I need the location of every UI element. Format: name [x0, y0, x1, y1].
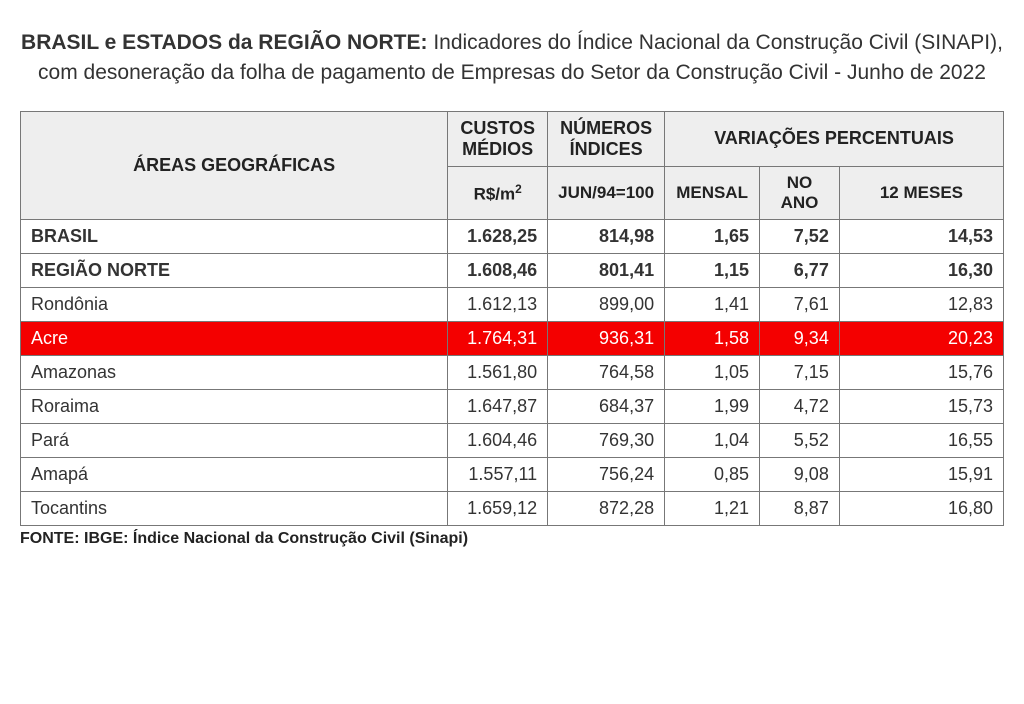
table-row: Acre1.764,31936,311,589,3420,23 — [21, 321, 1004, 355]
cell-var-mensal: 1,58 — [665, 321, 760, 355]
cell-custos-medios: 1.612,13 — [448, 287, 548, 321]
cell-var-12-meses: 16,80 — [839, 491, 1003, 525]
cell-numeros-indices: 769,30 — [548, 423, 665, 457]
cell-var-no-ano: 7,15 — [760, 355, 840, 389]
th-numeros-sub: JUN/94=100 — [548, 166, 665, 219]
cell-var-mensal: 1,65 — [665, 219, 760, 253]
cell-var-mensal: 1,15 — [665, 253, 760, 287]
cell-custos-medios: 1.557,11 — [448, 457, 548, 491]
th-custos-sub: R$/m2 — [448, 166, 548, 219]
cell-var-12-meses: 15,76 — [839, 355, 1003, 389]
cell-var-mensal: 1,04 — [665, 423, 760, 457]
th-custos: CUSTOS MÉDIOS — [448, 111, 548, 166]
cell-var-mensal: 1,05 — [665, 355, 760, 389]
table-row: Rondônia1.612,13899,001,417,6112,83 — [21, 287, 1004, 321]
cell-var-no-ano: 6,77 — [760, 253, 840, 287]
cell-numeros-indices: 814,98 — [548, 219, 665, 253]
cell-area: Pará — [21, 423, 448, 457]
table-row: Amazonas1.561,80764,581,057,1515,76 — [21, 355, 1004, 389]
th-numeros: NÚMEROS ÍNDICES — [548, 111, 665, 166]
cell-var-no-ano: 7,61 — [760, 287, 840, 321]
cell-custos-medios: 1.764,31 — [448, 321, 548, 355]
table-row: Amapá1.557,11756,240,859,0815,91 — [21, 457, 1004, 491]
th-areas: ÁREAS GEOGRÁFICAS — [21, 111, 448, 219]
cell-area: Rondônia — [21, 287, 448, 321]
cell-numeros-indices: 899,00 — [548, 287, 665, 321]
cell-var-no-ano: 9,08 — [760, 457, 840, 491]
cell-area: Roraima — [21, 389, 448, 423]
cell-area: Acre — [21, 321, 448, 355]
cell-var-mensal: 1,41 — [665, 287, 760, 321]
cell-var-12-meses: 12,83 — [839, 287, 1003, 321]
cell-numeros-indices: 936,31 — [548, 321, 665, 355]
th-mensal: MENSAL — [665, 166, 760, 219]
cell-numeros-indices: 872,28 — [548, 491, 665, 525]
cell-area: REGIÃO NORTE — [21, 253, 448, 287]
cell-custos-medios: 1.561,80 — [448, 355, 548, 389]
cell-var-12-meses: 15,73 — [839, 389, 1003, 423]
cell-var-mensal: 1,99 — [665, 389, 760, 423]
cell-numeros-indices: 684,37 — [548, 389, 665, 423]
cell-var-12-meses: 20,23 — [839, 321, 1003, 355]
cell-var-mensal: 1,21 — [665, 491, 760, 525]
cell-numeros-indices: 756,24 — [548, 457, 665, 491]
table-row: Tocantins1.659,12872,281,218,8716,80 — [21, 491, 1004, 525]
cell-var-no-ano: 5,52 — [760, 423, 840, 457]
th-variacoes: VARIAÇÕES PERCENTUAIS — [665, 111, 1004, 166]
cell-numeros-indices: 764,58 — [548, 355, 665, 389]
th-12meses: 12 MESES — [839, 166, 1003, 219]
cell-custos-medios: 1.628,25 — [448, 219, 548, 253]
cell-var-12-meses: 14,53 — [839, 219, 1003, 253]
table-row: BRASIL1.628,25814,981,657,5214,53 — [21, 219, 1004, 253]
title-bold: BRASIL e ESTADOS da REGIÃO NORTE: — [21, 31, 427, 54]
cell-area: Amapá — [21, 457, 448, 491]
table-row: REGIÃO NORTE1.608,46801,411,156,7716,30 — [21, 253, 1004, 287]
cell-var-mensal: 0,85 — [665, 457, 760, 491]
cell-var-no-ano: 9,34 — [760, 321, 840, 355]
cell-custos-medios: 1.604,46 — [448, 423, 548, 457]
cell-var-12-meses: 16,55 — [839, 423, 1003, 457]
cell-area: BRASIL — [21, 219, 448, 253]
cell-var-no-ano: 8,87 — [760, 491, 840, 525]
cell-area: Tocantins — [21, 491, 448, 525]
cell-area: Amazonas — [21, 355, 448, 389]
cell-var-no-ano: 4,72 — [760, 389, 840, 423]
cell-custos-medios: 1.647,87 — [448, 389, 548, 423]
cell-custos-medios: 1.659,12 — [448, 491, 548, 525]
table-row: Roraima1.647,87684,371,994,7215,73 — [21, 389, 1004, 423]
page-title: BRASIL e ESTADOS da REGIÃO NORTE: Indica… — [20, 28, 1004, 89]
sinapi-table: ÁREAS GEOGRÁFICAS CUSTOS MÉDIOS NÚMEROS … — [20, 111, 1004, 526]
cell-custos-medios: 1.608,46 — [448, 253, 548, 287]
th-no-ano: NO ANO — [760, 166, 840, 219]
cell-var-no-ano: 7,52 — [760, 219, 840, 253]
cell-numeros-indices: 801,41 — [548, 253, 665, 287]
cell-var-12-meses: 15,91 — [839, 457, 1003, 491]
table-row: Pará1.604,46769,301,045,5216,55 — [21, 423, 1004, 457]
source-footnote: FONTE: IBGE: Índice Nacional da Construç… — [20, 530, 1004, 548]
cell-var-12-meses: 16,30 — [839, 253, 1003, 287]
